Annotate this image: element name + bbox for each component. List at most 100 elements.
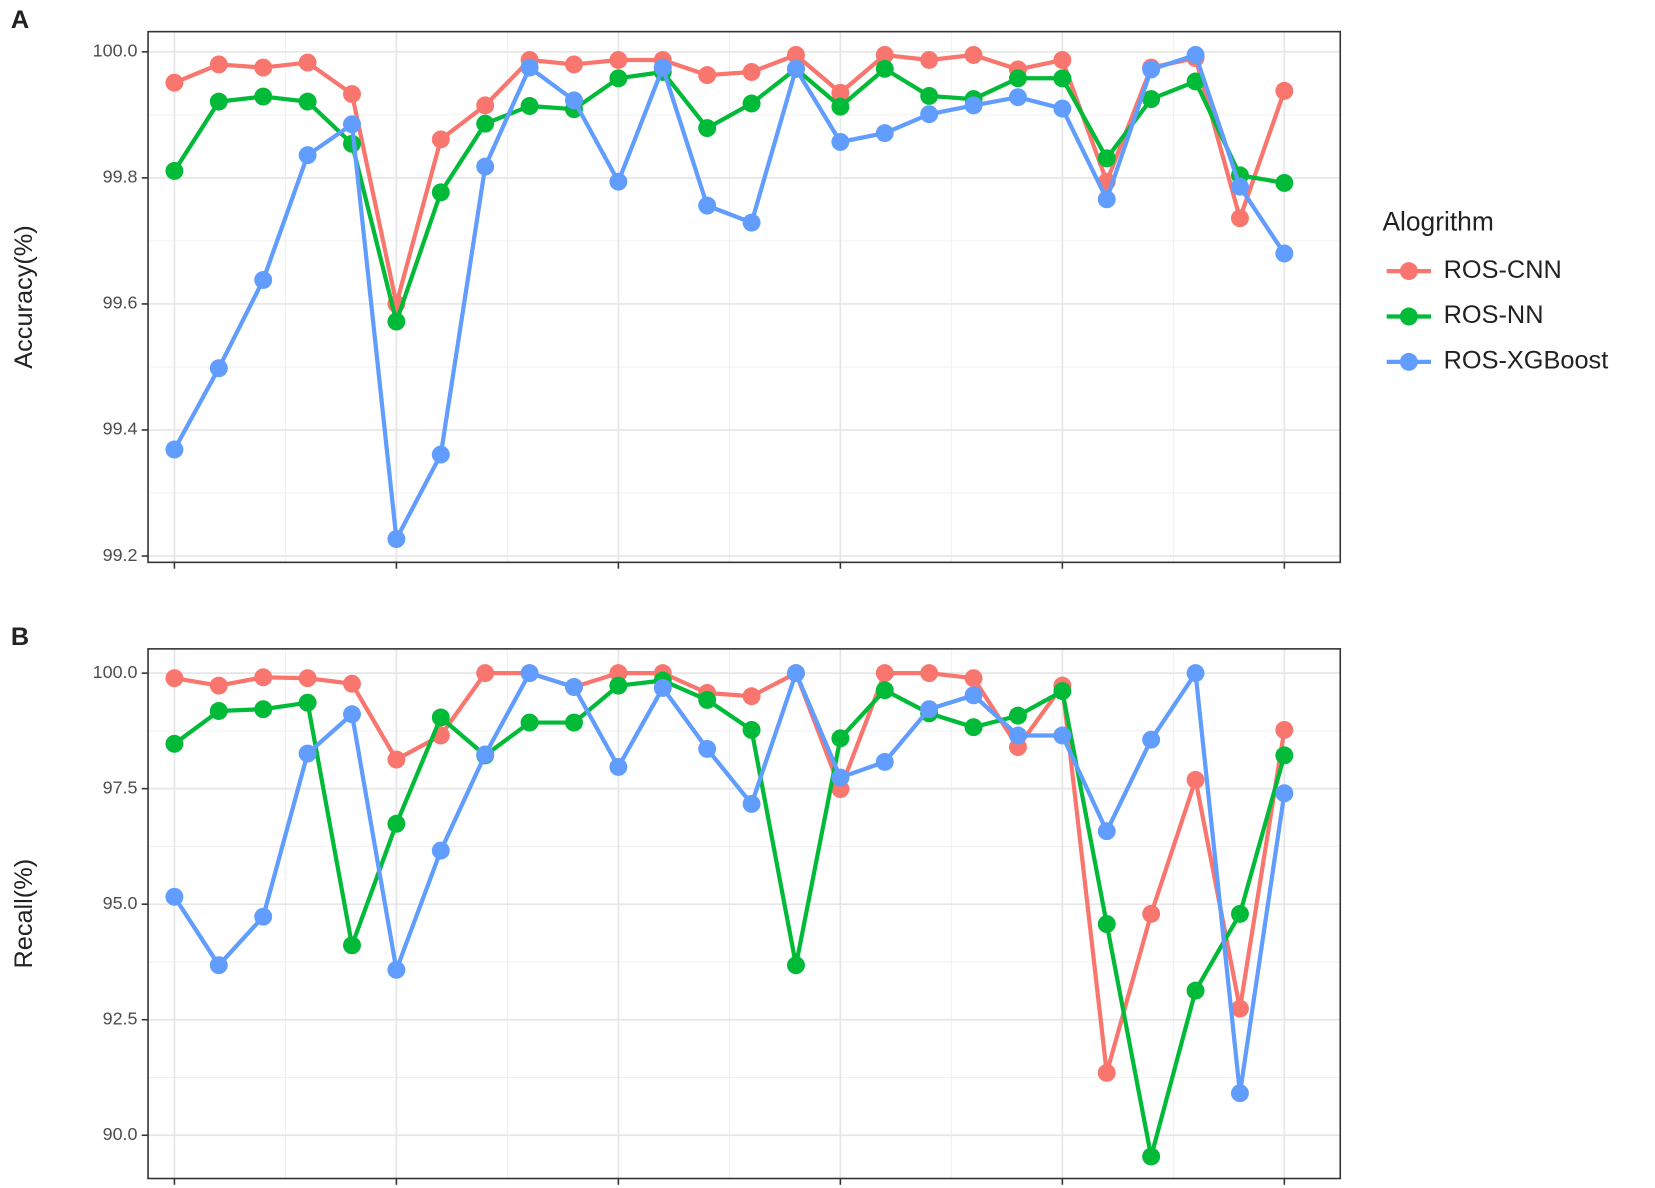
data-point bbox=[520, 664, 539, 683]
data-point bbox=[1230, 904, 1249, 923]
legend-label: ROS-NN bbox=[1444, 301, 1544, 329]
data-point bbox=[609, 676, 628, 695]
data-point bbox=[609, 69, 628, 88]
data-point bbox=[831, 768, 850, 787]
data-point bbox=[1275, 173, 1294, 192]
data-point bbox=[565, 55, 583, 74]
data-point bbox=[476, 745, 495, 764]
data-point bbox=[875, 124, 894, 143]
y-tick-label: 92.5 bbox=[103, 1008, 138, 1028]
y-tick-label: 95.0 bbox=[103, 893, 138, 913]
data-point bbox=[387, 750, 406, 769]
data-point bbox=[476, 114, 495, 133]
y-tick-label: 90.0 bbox=[103, 1124, 138, 1144]
data-point bbox=[165, 161, 184, 180]
data-point bbox=[1230, 177, 1249, 196]
data-point bbox=[565, 713, 583, 732]
data-point bbox=[609, 51, 628, 69]
data-point bbox=[1230, 999, 1249, 1018]
data-point bbox=[1053, 51, 1072, 69]
data-point bbox=[209, 702, 228, 720]
data-point bbox=[920, 105, 939, 124]
data-point bbox=[520, 713, 539, 732]
data-point bbox=[742, 687, 761, 706]
data-point bbox=[343, 936, 361, 955]
y-tick-label: 100.0 bbox=[93, 662, 138, 682]
data-point bbox=[1186, 981, 1205, 1000]
data-point bbox=[831, 729, 850, 748]
data-point bbox=[298, 693, 317, 712]
data-point bbox=[209, 956, 228, 975]
series-line bbox=[172, 66, 1285, 324]
data-point bbox=[787, 59, 805, 78]
data-point bbox=[1008, 706, 1027, 725]
data-point bbox=[1275, 244, 1294, 263]
data-point bbox=[831, 83, 850, 102]
data-point bbox=[1053, 682, 1072, 701]
data-point bbox=[1275, 720, 1294, 739]
data-point bbox=[476, 96, 495, 115]
data-point bbox=[209, 55, 228, 74]
data-point bbox=[1097, 149, 1116, 168]
y-tick-label: 99.8 bbox=[103, 167, 138, 187]
y-axis-label: Accuracy(%) bbox=[10, 225, 38, 368]
data-point bbox=[964, 46, 983, 64]
legend-swatch bbox=[1399, 262, 1418, 281]
data-point bbox=[1097, 1063, 1116, 1082]
data-point bbox=[565, 678, 583, 696]
data-point bbox=[964, 96, 983, 115]
data-point bbox=[343, 705, 361, 724]
data-point bbox=[609, 757, 628, 776]
data-point bbox=[254, 668, 273, 687]
data-point bbox=[1053, 99, 1072, 118]
data-point bbox=[1186, 664, 1205, 683]
data-point bbox=[1186, 72, 1205, 91]
series-line bbox=[172, 671, 1287, 1096]
y-tick-label: 99.4 bbox=[103, 419, 138, 439]
y-axis-label: Recall(%) bbox=[10, 859, 38, 969]
data-point bbox=[1008, 88, 1027, 107]
data-point bbox=[920, 664, 939, 683]
data-point bbox=[964, 669, 983, 688]
data-point bbox=[1097, 822, 1116, 841]
data-point bbox=[742, 94, 761, 113]
data-point bbox=[298, 744, 317, 763]
data-point bbox=[920, 86, 939, 105]
y-tick-label: 97.5 bbox=[103, 777, 138, 797]
data-point bbox=[209, 359, 228, 378]
data-point bbox=[165, 669, 184, 688]
data-point bbox=[387, 814, 406, 833]
data-point bbox=[1097, 915, 1116, 934]
data-point bbox=[165, 887, 184, 906]
y-tick-label: 99.6 bbox=[103, 293, 138, 313]
data-point bbox=[1275, 81, 1294, 100]
data-point bbox=[165, 734, 184, 753]
panel-label: A bbox=[11, 6, 29, 34]
data-point bbox=[520, 58, 539, 77]
data-point bbox=[1186, 46, 1205, 64]
data-point bbox=[254, 271, 273, 289]
data-point bbox=[1275, 784, 1294, 803]
y-tick-label: 100.0 bbox=[93, 41, 138, 61]
data-point bbox=[920, 51, 939, 69]
data-point bbox=[298, 53, 317, 72]
data-point bbox=[298, 92, 317, 111]
data-point bbox=[920, 700, 939, 719]
data-point bbox=[431, 183, 450, 202]
data-point bbox=[254, 87, 273, 106]
data-point bbox=[831, 97, 850, 116]
data-point bbox=[254, 700, 273, 719]
data-point bbox=[1142, 1147, 1161, 1166]
data-point bbox=[742, 63, 761, 81]
data-point bbox=[1008, 726, 1027, 745]
data-point bbox=[431, 708, 450, 727]
data-point bbox=[1142, 60, 1161, 79]
plot-border bbox=[147, 30, 1342, 564]
data-point bbox=[298, 146, 317, 165]
data-point bbox=[831, 132, 850, 151]
series-line bbox=[173, 678, 1287, 1159]
data-point bbox=[431, 130, 450, 149]
legend-swatch bbox=[1399, 307, 1418, 326]
data-point bbox=[165, 440, 184, 459]
plot-border bbox=[147, 648, 1342, 1180]
